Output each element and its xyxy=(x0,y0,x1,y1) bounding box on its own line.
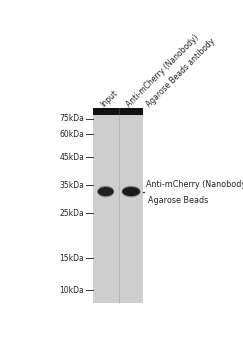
Ellipse shape xyxy=(122,186,140,197)
Ellipse shape xyxy=(122,187,140,196)
Text: 45kDa: 45kDa xyxy=(59,153,84,162)
Text: 75kDa: 75kDa xyxy=(59,114,84,123)
FancyBboxPatch shape xyxy=(93,115,143,303)
Text: Input: Input xyxy=(99,88,120,108)
Text: Anti-mCherry (Nanobody): Anti-mCherry (Nanobody) xyxy=(125,33,201,108)
Text: 25kDa: 25kDa xyxy=(59,209,84,218)
Text: 35kDa: 35kDa xyxy=(59,181,84,190)
Text: 15kDa: 15kDa xyxy=(59,254,84,262)
Ellipse shape xyxy=(97,186,114,197)
Text: 60kDa: 60kDa xyxy=(59,130,84,139)
Text: Agarose Beads: Agarose Beads xyxy=(148,196,208,205)
Text: Agarose Beads antibody: Agarose Beads antibody xyxy=(145,36,217,108)
FancyBboxPatch shape xyxy=(93,108,143,115)
Ellipse shape xyxy=(98,187,114,196)
Text: Anti-mCherry (Nanobody): Anti-mCherry (Nanobody) xyxy=(146,180,243,189)
Text: 10kDa: 10kDa xyxy=(59,286,84,295)
